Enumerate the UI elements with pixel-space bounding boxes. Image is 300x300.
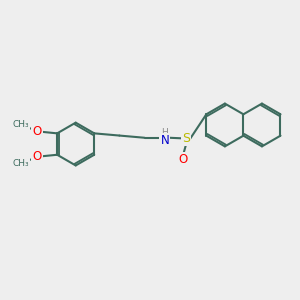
Text: N: N bbox=[160, 134, 169, 147]
Text: O: O bbox=[32, 125, 42, 138]
Text: CH₃: CH₃ bbox=[12, 120, 29, 129]
Text: H: H bbox=[161, 128, 168, 137]
Text: O: O bbox=[179, 153, 188, 166]
Text: S: S bbox=[182, 132, 190, 145]
Text: CH₃: CH₃ bbox=[12, 159, 29, 168]
Text: O: O bbox=[32, 150, 42, 163]
